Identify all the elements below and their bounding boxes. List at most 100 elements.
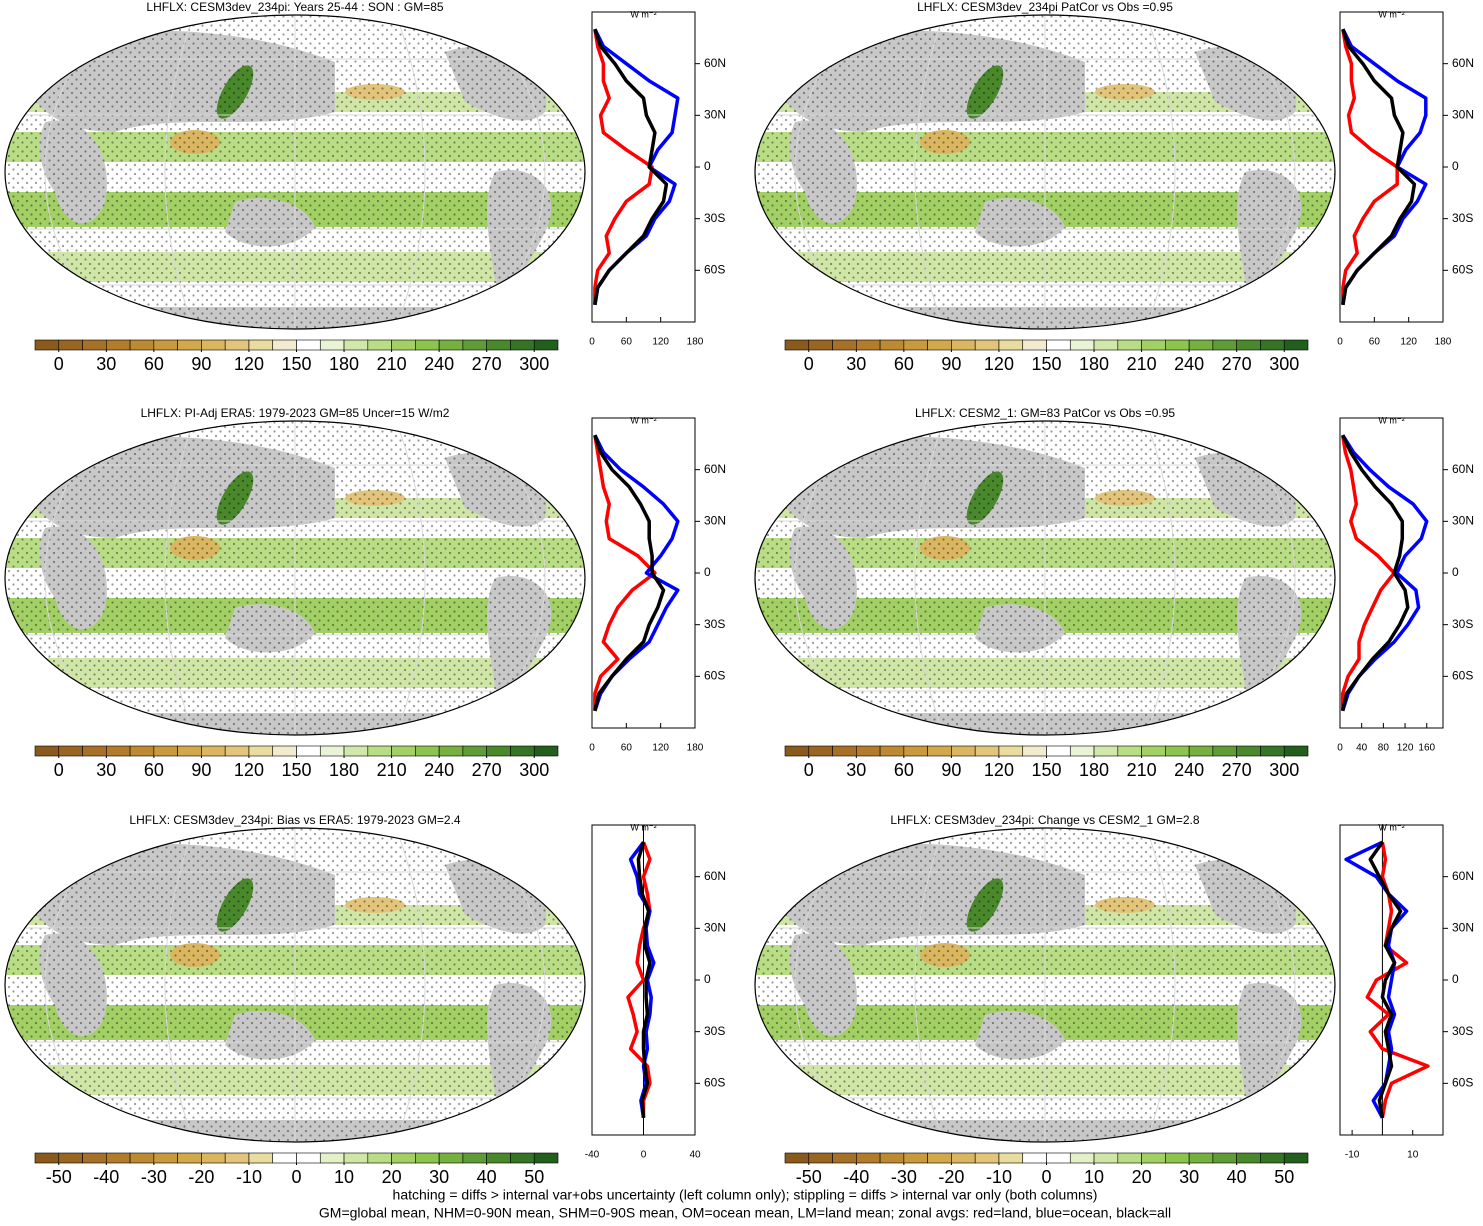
y-tick-label: 60S — [1452, 669, 1473, 683]
colorbar-box — [34, 745, 60, 757]
colorbar-tick-label: 10 — [334, 1167, 354, 1187]
colorbar-tick-label: -20 — [188, 1167, 214, 1187]
colorbar-tick-label: 180 — [329, 354, 359, 374]
map — [0, 825, 590, 1150]
colorbar-box — [1117, 339, 1142, 351]
colorbar-box — [808, 745, 833, 757]
zonal-line — [1341, 434, 1429, 712]
colorbar-tick-label: 240 — [424, 354, 454, 374]
colorbar-box — [1165, 1152, 1190, 1164]
colorbar-box — [224, 1152, 250, 1164]
x-tick-label: 120 — [652, 337, 669, 348]
y-tick-label: 60S — [704, 1076, 725, 1090]
colorbar-box — [951, 339, 976, 351]
colorbar-box — [153, 339, 178, 351]
colorbar-box — [391, 745, 416, 757]
y-tick-label: 30S — [704, 211, 725, 225]
colorbar-tick-label: 210 — [377, 354, 407, 374]
y-tick-label: 30N — [704, 921, 726, 935]
x-tick-label: 120 — [1397, 743, 1414, 754]
colorbar-box — [58, 745, 83, 757]
zonal-line — [593, 434, 657, 711]
colorbar-box — [879, 339, 905, 351]
y-tick-label: 30S — [1452, 617, 1473, 631]
zonal-line — [1340, 434, 1410, 712]
y-tick-label: 30N — [704, 108, 726, 122]
colorbar-box — [1283, 339, 1309, 351]
colorbar-box — [951, 745, 976, 757]
y-tick-label: 30N — [1452, 514, 1474, 528]
colorbar-tick-label: 300 — [519, 354, 549, 374]
y-tick-label: 60N — [1452, 869, 1474, 883]
colorbar-box — [1165, 745, 1190, 757]
colorbar-box — [1046, 745, 1071, 757]
colorbar-box — [367, 745, 392, 757]
colorbar-tick-label: 60 — [894, 760, 914, 780]
colorbar-box — [1141, 339, 1166, 351]
colorbar-tick-label: 300 — [519, 760, 549, 780]
colorbar-box — [1046, 339, 1071, 351]
colorbar-box — [224, 339, 250, 351]
colorbar-tick-label: 60 — [144, 354, 164, 374]
x-tick-label: 0 — [1337, 337, 1343, 348]
colorbar-tick-label: 210 — [1127, 760, 1157, 780]
y-tick-label: 30S — [704, 617, 725, 631]
colorbar-box — [1093, 745, 1119, 757]
zonal-line — [1365, 841, 1430, 1119]
colorbar-box — [1141, 745, 1166, 757]
colorbar-tick-label: 20 — [382, 1167, 402, 1187]
colorbar-box — [201, 1152, 226, 1164]
colorbar-box — [438, 339, 464, 351]
colorbar-tick-label: 270 — [472, 354, 502, 374]
colorbar-box — [879, 1152, 905, 1164]
colorbar-box — [784, 745, 810, 757]
colorbar-box — [974, 339, 1000, 351]
colorbar-box — [248, 745, 274, 757]
colorbar-box — [58, 339, 83, 351]
colorbar-box — [367, 1152, 392, 1164]
colorbar-box — [1117, 1152, 1142, 1164]
colorbar-box — [248, 1152, 274, 1164]
colorbar-tick-label: 270 — [1222, 760, 1252, 780]
colorbar-box — [58, 1152, 83, 1164]
colorbar-tick-label: 60 — [144, 760, 164, 780]
colorbar-box — [296, 1152, 321, 1164]
colorbar-tick-label: 180 — [329, 760, 359, 780]
colorbar-tick-label: 180 — [1079, 354, 1109, 374]
colorbar-box — [1236, 1152, 1261, 1164]
y-tick-label: 30N — [1452, 921, 1474, 935]
colorbar-box — [879, 745, 905, 757]
panel-title: LHFLX: CESM3dev_234pi PatCor vs Obs =0.9… — [917, 0, 1173, 14]
colorbar-box — [856, 1152, 881, 1164]
colorbar-box — [319, 339, 345, 351]
x-tick-label: 40 — [689, 1150, 701, 1161]
colorbar-box — [415, 339, 440, 351]
colorbar-tick-label: -40 — [843, 1167, 869, 1187]
colorbar-tick-label: -20 — [938, 1167, 964, 1187]
colorbar-box — [224, 745, 250, 757]
colorbar-tick-label: 0 — [54, 760, 64, 780]
colorbar-tick-label: 90 — [941, 760, 961, 780]
colorbar-tick-label: 0 — [54, 354, 64, 374]
colorbar-tick-label: 90 — [941, 354, 961, 374]
colorbar-box — [998, 745, 1024, 757]
x-tick-label: 160 — [1418, 743, 1435, 754]
colorbar-tick-label: 300 — [1269, 354, 1299, 374]
colorbar-box — [1022, 339, 1047, 351]
colorbar-tick-label: 120 — [984, 760, 1014, 780]
colorbar-box — [129, 745, 155, 757]
colorbar-tick-label: 120 — [234, 760, 264, 780]
colorbar-box — [927, 1152, 952, 1164]
colorbar-tick-label: 30 — [96, 354, 116, 374]
colorbar-box — [927, 745, 952, 757]
colorbar-tick-label: 30 — [846, 354, 866, 374]
colorbar-box — [462, 339, 487, 351]
colorbar-box — [343, 745, 369, 757]
zonal-line — [1341, 28, 1428, 306]
colorbar-box — [927, 339, 952, 351]
zonal-line — [1368, 841, 1403, 1119]
colorbar-tick-label: 270 — [472, 760, 502, 780]
colorbar-box — [129, 1152, 155, 1164]
x-tick-label: 120 — [652, 743, 669, 754]
